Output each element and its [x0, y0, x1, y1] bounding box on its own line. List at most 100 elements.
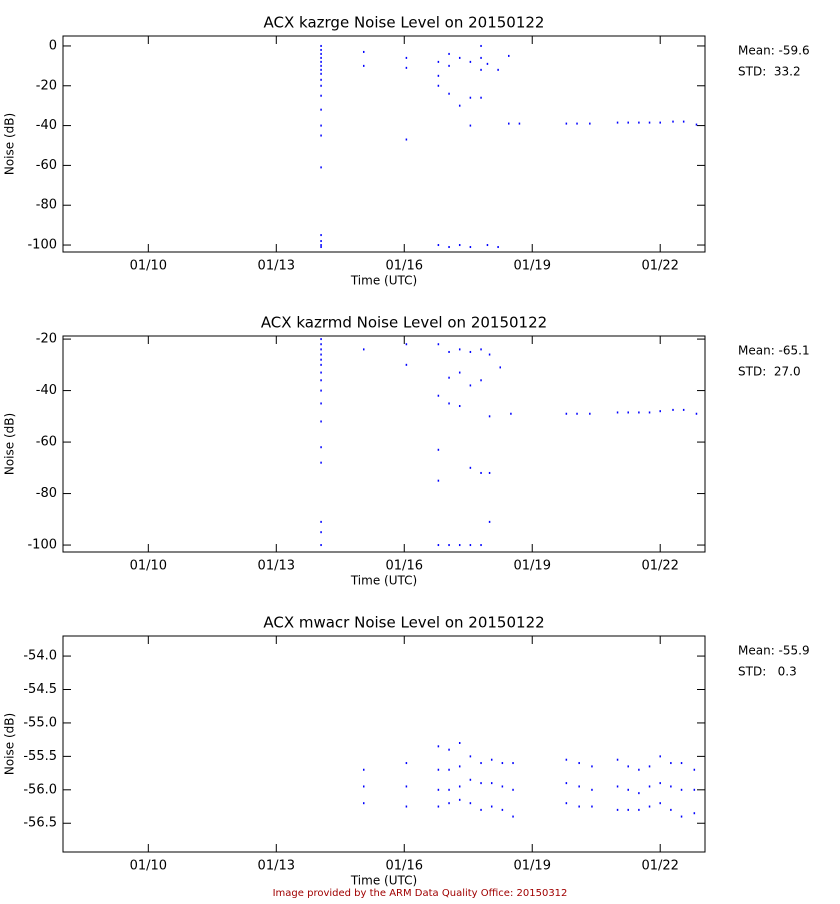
data-point [437, 745, 440, 748]
data-point [693, 788, 696, 791]
data-point [458, 56, 461, 59]
data-point [616, 121, 619, 124]
y-tick-label: -56.0 [23, 782, 57, 797]
panel-title: ACX kazrge Noise Level on 20150122 [264, 14, 545, 32]
data-point [458, 785, 461, 788]
x-tick-label: 01/19 [514, 259, 551, 274]
data-point [518, 122, 521, 125]
data-point [488, 471, 491, 474]
data-point [648, 121, 651, 124]
data-point [469, 96, 472, 99]
data-point [565, 412, 568, 415]
data-point [320, 343, 322, 346]
data-point [510, 412, 512, 415]
data-point [437, 788, 440, 791]
data-point [680, 815, 683, 818]
data-point [486, 244, 489, 247]
data-point [320, 84, 322, 87]
data-point [437, 448, 440, 451]
data-point [648, 765, 651, 768]
data-point [659, 410, 661, 413]
data-point [405, 785, 408, 788]
y-tick-label: -60 [36, 158, 57, 173]
data-point [437, 805, 440, 808]
data-point [638, 768, 640, 771]
data-point [448, 768, 450, 771]
data-point [490, 805, 493, 808]
data-point [480, 56, 482, 59]
data-point [670, 762, 672, 765]
data-point [458, 371, 461, 374]
data-point [448, 802, 450, 805]
y-tick-label: -80 [36, 198, 57, 213]
data-point [320, 371, 322, 374]
data-point [362, 50, 365, 53]
data-point [448, 52, 450, 55]
data-point [565, 802, 568, 805]
panel-title: ACX mwacr Noise Level on 20150122 [263, 614, 544, 632]
x-tick-label: 01/10 [130, 559, 167, 574]
data-point [405, 363, 408, 366]
data-point [320, 44, 322, 47]
data-point [320, 446, 322, 449]
data-point [627, 808, 629, 811]
stat-label: Mean: -65.1 [738, 344, 810, 358]
data-point [320, 48, 322, 51]
data-point [480, 379, 482, 382]
data-point [627, 788, 629, 791]
data-point [448, 402, 450, 405]
data-point [469, 544, 472, 547]
y-tick-label: -60 [36, 435, 57, 450]
y-tick-label: -20 [36, 78, 57, 93]
data-point [488, 520, 491, 523]
data-point [437, 60, 440, 63]
y-tick-label: 0 [49, 38, 57, 53]
data-point [469, 124, 472, 127]
data-point [320, 68, 322, 71]
data-point [320, 124, 322, 127]
data-point [362, 802, 365, 805]
data-point [448, 64, 450, 67]
data-point [499, 366, 501, 369]
data-point [437, 84, 440, 87]
x-axis-label: Time (UTC) [350, 574, 417, 588]
data-point [480, 96, 482, 99]
x-tick-label: 01/16 [386, 259, 423, 274]
data-point [469, 466, 472, 469]
data-point [405, 343, 408, 346]
data-point [627, 765, 629, 768]
data-point [405, 138, 408, 141]
stat-label: STD: 0.3 [738, 665, 797, 679]
y-tick-label: -100 [27, 238, 57, 253]
data-point [682, 120, 685, 123]
data-point [320, 240, 322, 243]
data-point [480, 348, 482, 351]
y-axis-label: Noise (dB) [3, 413, 17, 475]
data-point [320, 60, 322, 63]
stat-label: Mean: -55.9 [738, 644, 810, 658]
stat-label: Mean: -59.6 [738, 44, 810, 58]
data-point [627, 411, 629, 414]
x-tick-label: 01/19 [514, 859, 551, 874]
plot-frame [62, 35, 706, 253]
data-point [320, 78, 322, 81]
data-point [320, 358, 322, 361]
data-point [616, 808, 619, 811]
data-point [497, 68, 499, 71]
data-point [469, 60, 472, 63]
data-point [458, 104, 461, 107]
data-point [458, 348, 461, 351]
plot-frame [62, 335, 706, 553]
data-point [480, 808, 482, 811]
data-point [565, 782, 568, 785]
data-point [693, 768, 696, 771]
data-point [437, 343, 440, 346]
data-point [405, 66, 408, 69]
data-point [469, 778, 472, 781]
data-point [320, 52, 322, 55]
data-point [448, 788, 450, 791]
data-point [695, 412, 698, 415]
data-point [320, 166, 322, 169]
data-point [648, 411, 651, 414]
